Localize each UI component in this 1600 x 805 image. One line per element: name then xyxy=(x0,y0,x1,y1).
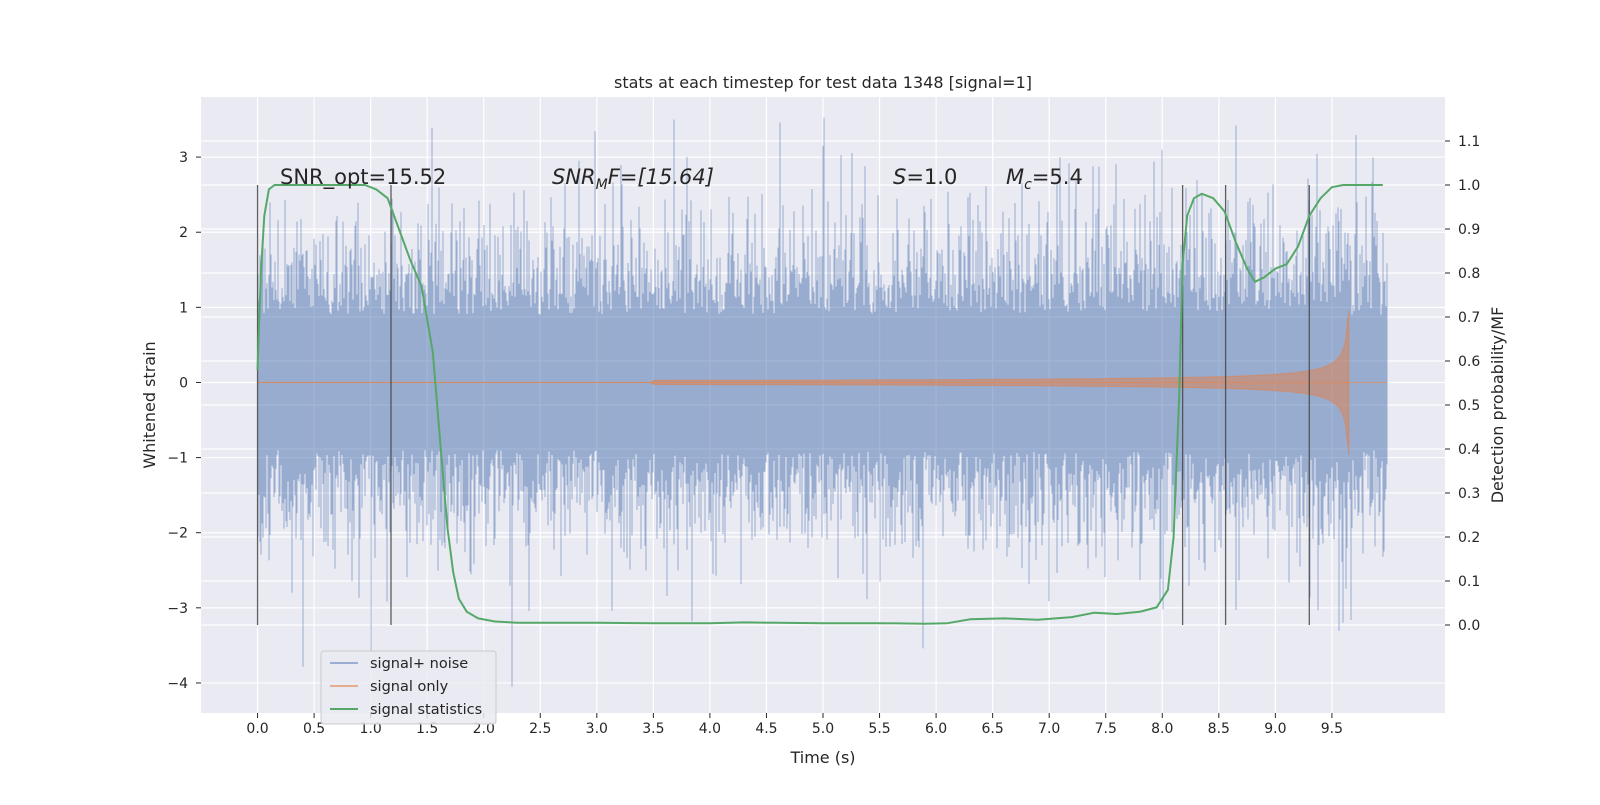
legend-label-signal-noise: signal+ noise xyxy=(370,656,468,672)
annotation-snr-mf: SNRMF=[15.64] xyxy=(552,165,714,193)
legend-label-signal-only: signal only xyxy=(370,679,449,695)
signal-only-series xyxy=(257,310,1388,455)
legend-label-signal-statistics: signal statistics xyxy=(370,702,482,718)
x-tick-label: 8.5 xyxy=(1208,721,1230,737)
y-right-tick-label: 0.8 xyxy=(1458,266,1480,282)
x-tick-label: 0.5 xyxy=(303,721,325,737)
x-tick-label: 9.0 xyxy=(1264,721,1286,737)
y-right-tick-label: 1.1 xyxy=(1458,134,1480,150)
annotation-snr-opt: SNR_opt=15.52 xyxy=(280,165,446,190)
x-axis-label: Time (s) xyxy=(789,748,855,767)
x-tick-label: 2.5 xyxy=(529,721,551,737)
y-left-tick-label: −4 xyxy=(167,676,188,692)
y-left-tick-label: −2 xyxy=(167,526,188,542)
x-tick-label: 9.5 xyxy=(1321,721,1343,737)
x-tick-label: 5.5 xyxy=(868,721,890,737)
signal-statistics-line xyxy=(256,184,1383,625)
y-left-axis-label: Whitened strain xyxy=(140,341,159,468)
x-tick-label: 2.0 xyxy=(473,721,495,737)
y-right-tick-label: 0.0 xyxy=(1458,618,1480,634)
annotation-mc: Mc=5.4 xyxy=(1006,165,1083,193)
y-left-tick-label: −3 xyxy=(167,601,188,617)
signal-noise-series xyxy=(257,117,1388,687)
x-tick-label: 3.5 xyxy=(642,721,664,737)
y-left-tick-label: 3 xyxy=(179,150,188,166)
x-tick-label: 5.0 xyxy=(812,721,834,737)
y-left-tick-label: 1 xyxy=(179,300,188,316)
y-right-tick-label: 0.3 xyxy=(1458,486,1480,502)
y-right-tick-label: 0.9 xyxy=(1458,222,1480,238)
y-left-tick-label: −1 xyxy=(167,451,188,467)
x-tick-label: 3.0 xyxy=(586,721,608,737)
y-right-tick-label: 1.0 xyxy=(1458,178,1480,194)
annotation-s: S=1.0 xyxy=(893,165,957,189)
y-right-axis-label: Detection probability/MF xyxy=(1488,307,1507,504)
x-tick-label: 4.5 xyxy=(755,721,777,737)
legend-box xyxy=(320,650,497,725)
y-left-ticks: 3 2 1 0 −1 −2 −3 −4 xyxy=(167,150,201,692)
legend: signal+ noise signal only signal statist… xyxy=(320,650,497,725)
signal-statistics-series xyxy=(256,184,1383,625)
y-left-tick-label: 0 xyxy=(179,375,188,391)
y-right-tick-label: 0.1 xyxy=(1458,574,1480,590)
y-right-tick-label: 0.2 xyxy=(1458,530,1480,546)
y-right-tick-label: 0.5 xyxy=(1458,398,1480,414)
y-right-ticks: 1.1 1.0 0.9 0.8 0.7 0.6 0.5 0.4 0.3 0.2 0.1 0.0 xyxy=(1445,134,1480,634)
x-tick-label: 7.0 xyxy=(1038,721,1060,737)
x-tick-label: 4.0 xyxy=(699,721,721,737)
y-right-tick-label: 0.4 xyxy=(1458,442,1480,458)
x-tick-label: 6.0 xyxy=(925,721,947,737)
y-right-tick-label: 0.7 xyxy=(1458,310,1480,326)
y-left-tick-label: 2 xyxy=(179,225,188,241)
x-tick-label: 1.0 xyxy=(360,721,382,737)
x-tick-label: 1.5 xyxy=(416,721,438,737)
chart-title: stats at each timestep for test data 134… xyxy=(614,73,1032,92)
x-ticks: 0.0 0.5 1.0 1.5 2.0 2.5 3.0 3.5 4.0 4.5 5.0 5.5 6.0 6… xyxy=(246,713,1343,737)
y-right-tick-label: 0.6 xyxy=(1458,354,1480,370)
x-tick-label: 6.5 xyxy=(982,721,1004,737)
x-tick-label: 0.0 xyxy=(246,721,268,737)
x-tick-label: 7.5 xyxy=(1095,721,1117,737)
x-tick-label: 8.0 xyxy=(1151,721,1173,737)
